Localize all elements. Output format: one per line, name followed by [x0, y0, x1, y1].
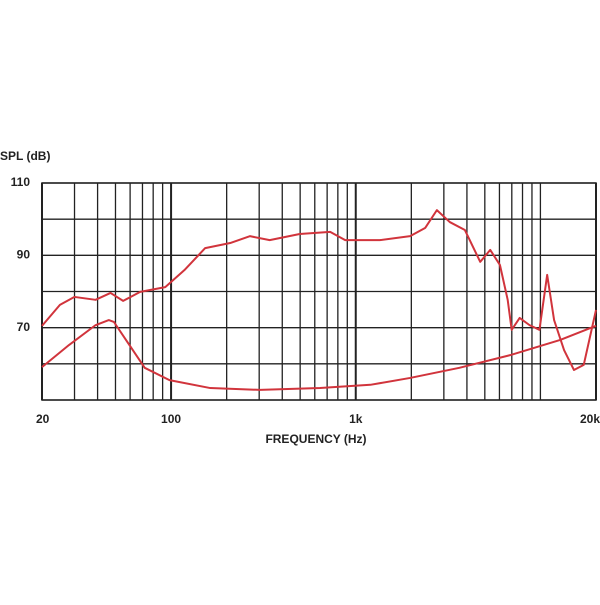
x-tick-label: 1k [349, 412, 363, 426]
series-line [41, 209, 597, 371]
x-tick-label: 100 [161, 412, 181, 426]
chart-title: SPL (dB) [0, 149, 50, 163]
x-tick-label: 20k [580, 412, 600, 426]
x-axis-label: FREQUENCY (Hz) [265, 432, 366, 446]
x-tick-label: 20 [36, 412, 50, 426]
y-tick-label: 90 [17, 248, 31, 262]
y-tick-label: 110 [11, 175, 31, 189]
y-tick-label: 70 [17, 320, 31, 334]
plot-frame [41, 182, 597, 401]
series-line [41, 319, 597, 391]
